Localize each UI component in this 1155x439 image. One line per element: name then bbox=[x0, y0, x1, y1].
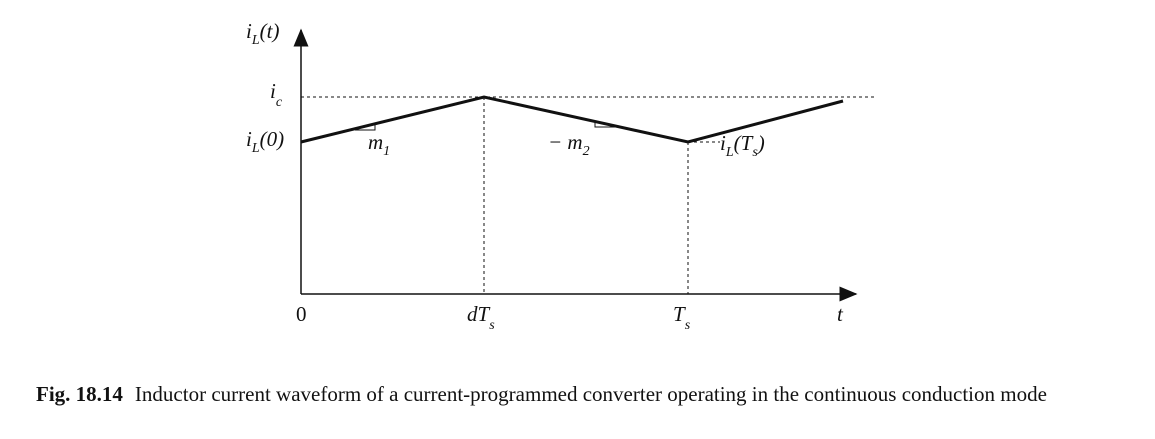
slope-up-label: m1 bbox=[368, 130, 390, 159]
slope-down-label: − m2 bbox=[548, 130, 590, 159]
x-axis-label: t bbox=[837, 302, 844, 326]
peak-label: ic bbox=[270, 79, 283, 110]
caption: Fig. 18.14 Inductor current waveform of a… bbox=[36, 379, 1116, 409]
x-ts-label: Ts bbox=[673, 302, 691, 333]
diagram: iL(t) ic iL(0) m1 − m2 iL(Ts) 0 dTs Ts t bbox=[246, 19, 877, 333]
slope-marker bbox=[355, 125, 376, 131]
x-origin-label: 0 bbox=[296, 302, 307, 326]
slope-marker bbox=[594, 122, 615, 128]
caption-text: Inductor current waveform of a current-p… bbox=[134, 382, 1047, 406]
caption-number: Fig. 18.14 bbox=[36, 382, 123, 406]
waveform bbox=[300, 95, 844, 144]
x-dts-label: dTs bbox=[467, 302, 495, 333]
start-label: iL(0) bbox=[246, 127, 284, 156]
guides bbox=[301, 96, 877, 294]
end-label: iL(Ts) bbox=[720, 131, 765, 160]
y-axis-label: iL(t) bbox=[246, 19, 279, 48]
